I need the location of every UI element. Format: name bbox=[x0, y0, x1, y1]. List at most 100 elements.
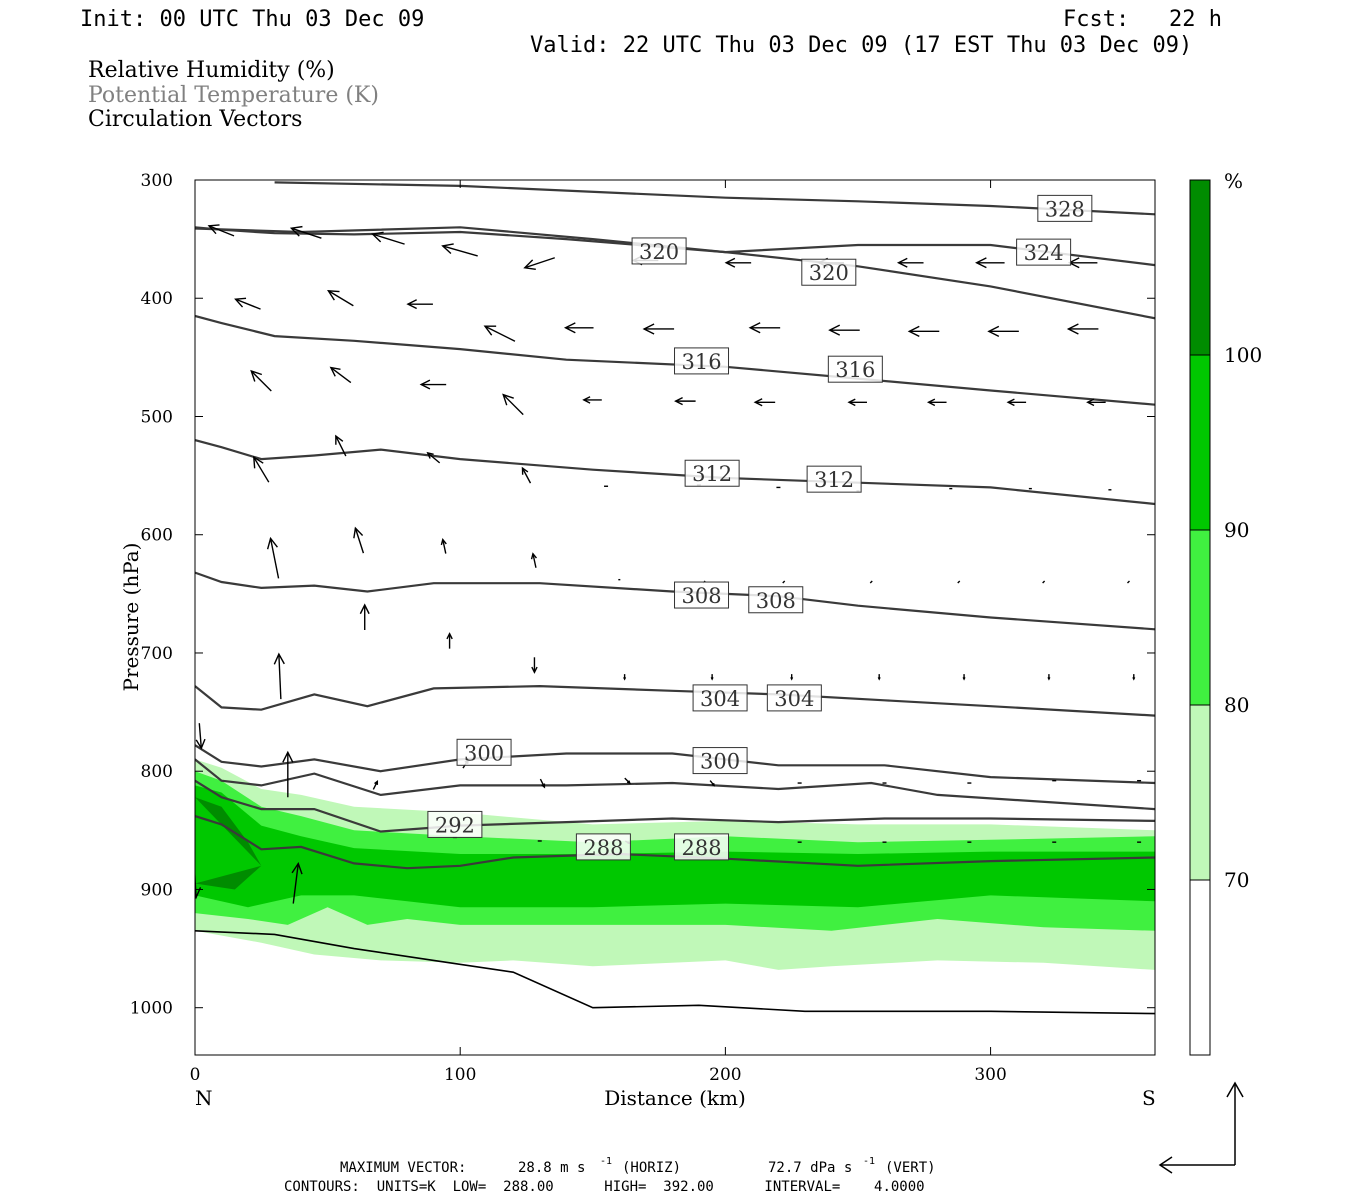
circulation-vector bbox=[877, 674, 881, 681]
circulation-vector bbox=[782, 580, 786, 584]
circulation-vector bbox=[847, 398, 867, 407]
svg-text:308: 308 bbox=[756, 589, 796, 613]
plot-frame bbox=[194, 179, 1156, 1056]
svg-text:328: 328 bbox=[1045, 197, 1085, 221]
circulation-vector bbox=[406, 299, 433, 310]
svg-text:304: 304 bbox=[774, 687, 814, 711]
circulation-vector bbox=[674, 396, 696, 406]
circulation-vector bbox=[1126, 580, 1130, 584]
colorbar-label: 100 bbox=[1224, 343, 1262, 367]
circulation-vector bbox=[207, 224, 235, 237]
circulation-vector bbox=[962, 674, 966, 681]
circulation-vector bbox=[371, 231, 405, 245]
y-axis-label: Pressure (hPa) bbox=[119, 543, 143, 692]
x-tick-label: 100 bbox=[444, 1065, 476, 1085]
circulation-vector bbox=[521, 466, 532, 484]
colorbar-label: 80 bbox=[1224, 693, 1249, 717]
isentrope-label-328: 328 bbox=[1037, 194, 1093, 222]
y-tick-label: 700 bbox=[141, 644, 173, 664]
circulation-vector bbox=[957, 580, 961, 584]
colorbar-segment bbox=[1190, 180, 1210, 355]
isentropes bbox=[195, 181, 1155, 870]
colorbar: 70 80 90 100 bbox=[1189, 179, 1262, 1056]
colorbar-segment bbox=[1190, 530, 1210, 705]
circulation-vector bbox=[896, 257, 924, 268]
isentrope-308 bbox=[195, 571, 1155, 631]
svg-text:300: 300 bbox=[464, 741, 504, 765]
init-time: Init: 00 UTC Thu 03 Dec 09 bbox=[80, 7, 424, 32]
circulation-vector bbox=[790, 674, 794, 681]
isentrope-328 bbox=[274, 181, 1155, 216]
isentrope-320 bbox=[195, 226, 1155, 320]
y-tick-label: 600 bbox=[141, 526, 173, 546]
colorbar-label: 90 bbox=[1224, 518, 1249, 542]
circulation-vector bbox=[195, 723, 206, 750]
svg-text:288: 288 bbox=[681, 836, 721, 860]
isentrope-label-308: 308 bbox=[748, 586, 804, 614]
circulation-vector bbox=[975, 257, 1005, 269]
svg-text:316: 316 bbox=[835, 358, 875, 382]
circulation-vector bbox=[419, 379, 447, 390]
isentrope-labels: 288 288 292 300 300 304 304 308 308 312 312 316 316 3… bbox=[427, 194, 1093, 861]
colorbar-segment bbox=[1190, 880, 1210, 1055]
circulation-vector bbox=[624, 777, 631, 785]
svg-text:312: 312 bbox=[814, 468, 854, 492]
circulation-vector bbox=[1047, 674, 1051, 681]
circulation-vector bbox=[1067, 257, 1098, 269]
circulation-vector bbox=[282, 750, 294, 798]
circulation-vector bbox=[483, 325, 516, 342]
isentrope-label-304: 304 bbox=[766, 684, 822, 712]
colorbar-frame bbox=[1189, 179, 1211, 1056]
circulation-vector bbox=[530, 552, 537, 568]
circulation-vector bbox=[440, 538, 447, 554]
x-tick-label: 300 bbox=[974, 1065, 1006, 1085]
svg-text:292: 292 bbox=[435, 813, 475, 837]
max-horiz-value: 28.8 m s bbox=[518, 1160, 585, 1176]
circulation-vector bbox=[1066, 323, 1099, 335]
isentrope-label-288: 288 bbox=[674, 833, 730, 861]
circulation-vector bbox=[869, 580, 873, 584]
circulation-vector bbox=[1006, 398, 1027, 407]
circulation-vector bbox=[1086, 398, 1106, 407]
colorbar-unit: % bbox=[1224, 169, 1243, 193]
svg-text:300: 300 bbox=[700, 750, 740, 774]
svg-text:320: 320 bbox=[809, 261, 849, 285]
ground-line bbox=[195, 930, 1155, 1015]
valid-time: Valid: 22 UTC Thu 03 Dec 09 (17 EST Thu … bbox=[530, 33, 1192, 58]
isentrope-label-320: 320 bbox=[801, 258, 857, 286]
contour-info: CONTOURS: UNITS=K LOW= 288.00 HIGH= 392.… bbox=[284, 1179, 925, 1195]
max-horiz-exp: -1 bbox=[600, 1156, 612, 1167]
circulation-vector bbox=[273, 652, 285, 700]
forecast-hour: Fcst: 22 h bbox=[1063, 7, 1222, 32]
circulation-vector bbox=[291, 861, 303, 904]
footer: MAXIMUM VECTOR: 28.8 m s -1 (HORIZ) 72.7… bbox=[284, 1156, 936, 1195]
field-rh-label: Relative Humidity (%) bbox=[88, 58, 335, 83]
circulation-vector bbox=[623, 674, 627, 681]
circulation-vector bbox=[710, 674, 714, 681]
circulation-vector bbox=[539, 778, 546, 789]
circulation-vector bbox=[426, 451, 441, 464]
axes: 300 400 500 600 700 800 900 1000 0 100 200 300 bbox=[130, 171, 1155, 1085]
circulation-vector bbox=[329, 366, 352, 384]
svg-text:316: 316 bbox=[681, 350, 721, 374]
svg-text:320: 320 bbox=[639, 240, 679, 264]
isentrope-label-316: 316 bbox=[827, 355, 883, 383]
circulation-vector bbox=[372, 780, 379, 790]
circulation-vector bbox=[441, 243, 478, 257]
surface-line-ground bbox=[195, 930, 1155, 1015]
field-theta-label: Potential Temperature (K) bbox=[88, 83, 379, 108]
circulation-vector bbox=[1132, 674, 1136, 681]
isentrope-label-300: 300 bbox=[692, 747, 748, 775]
max-vert-value: 72.7 dPa s bbox=[768, 1160, 852, 1176]
circulation-vector bbox=[753, 398, 776, 407]
max-vector-label: MAXIMUM VECTOR: bbox=[340, 1160, 466, 1176]
circulation-vector bbox=[987, 325, 1019, 337]
y-tick-label: 300 bbox=[141, 171, 173, 191]
circulation-vector bbox=[563, 322, 594, 334]
x-tick-label: 0 bbox=[190, 1065, 201, 1085]
field-vector-label: Circulation Vectors bbox=[88, 107, 302, 132]
x-tick-label: 200 bbox=[709, 1065, 741, 1085]
reference-vector-icon bbox=[1158, 1081, 1244, 1174]
isentrope-label-316: 316 bbox=[674, 347, 730, 375]
